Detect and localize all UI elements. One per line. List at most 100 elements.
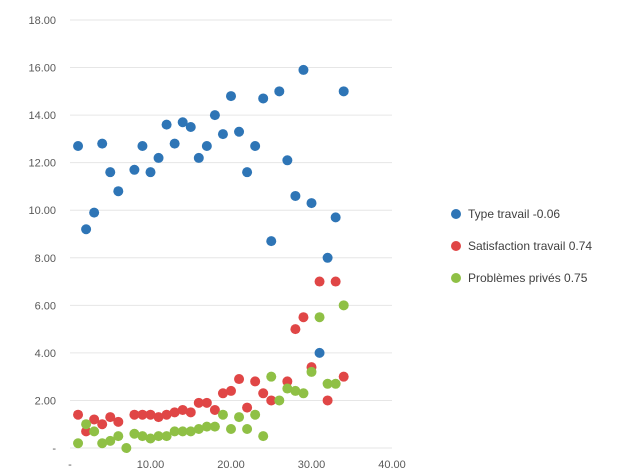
data-point <box>137 141 148 152</box>
y-tick-label: 4.00 <box>35 348 56 360</box>
data-point <box>161 431 172 442</box>
y-tick-label: - <box>52 443 56 455</box>
data-point <box>274 86 285 97</box>
data-point <box>97 438 108 449</box>
legend-marker <box>451 241 461 251</box>
data-point <box>314 312 325 323</box>
legend-label: Satisfaction travail 0.74 <box>468 239 592 253</box>
data-point <box>290 190 301 201</box>
data-point <box>330 276 341 287</box>
data-point <box>145 167 156 178</box>
series-1-points <box>73 276 349 437</box>
data-point <box>201 421 212 432</box>
data-point <box>250 409 261 420</box>
x-tick-label: 10.00 <box>137 459 165 471</box>
data-point <box>201 141 212 152</box>
data-point <box>169 407 180 418</box>
y-tick-label: 2.00 <box>35 395 56 407</box>
data-point <box>306 366 317 377</box>
data-point <box>266 236 277 247</box>
data-point <box>226 385 236 396</box>
data-point <box>89 426 100 437</box>
x-axis-ticks: - 10.00 20.00 30.00 40.00 <box>68 459 406 471</box>
y-tick-label: 14.00 <box>28 110 56 122</box>
data-point <box>161 409 172 420</box>
data-point <box>177 404 188 415</box>
data-point <box>258 431 269 442</box>
data-point <box>217 129 228 140</box>
y-tick-label: 10.00 <box>28 205 56 217</box>
data-point <box>185 426 196 437</box>
data-point <box>137 431 148 442</box>
y-tick-label: 12.00 <box>28 158 56 170</box>
data-point <box>97 138 108 149</box>
data-point <box>169 138 180 149</box>
data-point <box>209 421 220 432</box>
y-tick-label: 6.00 <box>35 300 56 312</box>
data-point <box>81 426 92 437</box>
data-point <box>201 397 212 408</box>
data-point <box>145 409 156 420</box>
data-point <box>266 395 277 406</box>
data-point <box>113 416 124 427</box>
data-point <box>298 312 309 323</box>
data-point <box>338 86 349 97</box>
data-point <box>193 397 204 408</box>
y-tick-label: 8.00 <box>35 253 56 265</box>
data-point <box>217 388 228 399</box>
legend-label: Problèmes privés 0.75 <box>468 271 588 285</box>
data-point <box>217 409 228 420</box>
data-points <box>73 64 349 453</box>
data-point <box>226 423 236 434</box>
data-point <box>177 117 188 128</box>
x-tick-label: - <box>68 459 72 471</box>
data-point <box>121 443 132 453</box>
series-2-points <box>73 300 349 453</box>
data-point <box>105 412 116 423</box>
data-point <box>330 212 341 223</box>
data-point <box>234 126 245 137</box>
data-point <box>73 141 84 152</box>
data-point <box>97 419 108 430</box>
data-point <box>242 167 253 178</box>
x-tick-label: 30.00 <box>298 459 326 471</box>
data-point <box>105 435 116 446</box>
legend-marker <box>451 209 461 219</box>
data-point <box>338 300 349 311</box>
data-point <box>73 409 84 420</box>
data-point <box>330 378 341 389</box>
x-tick-label: 40.00 <box>378 459 406 471</box>
gridlines <box>70 19 392 449</box>
data-point <box>185 407 196 418</box>
data-point <box>282 376 293 387</box>
data-point <box>266 371 277 382</box>
data-point <box>209 404 220 415</box>
data-point <box>177 426 188 437</box>
data-point <box>250 141 261 152</box>
data-point <box>137 409 148 420</box>
data-point <box>89 414 100 425</box>
data-point <box>153 412 164 423</box>
data-point <box>282 383 293 394</box>
data-point <box>314 347 325 358</box>
data-point <box>145 433 156 444</box>
legend-marker <box>451 273 461 283</box>
data-point <box>242 423 253 434</box>
x-tick-label: 20.00 <box>217 459 245 471</box>
data-point <box>129 164 140 175</box>
data-point <box>242 402 253 413</box>
data-point <box>338 371 349 382</box>
data-point <box>81 419 92 430</box>
data-point <box>322 395 333 406</box>
data-point <box>290 385 301 396</box>
data-point <box>185 122 196 132</box>
data-point <box>161 119 172 130</box>
legend: Type travail -0.06 Satisfaction travail 0… <box>451 207 592 285</box>
data-point <box>234 412 245 423</box>
y-tick-label: 16.00 <box>28 63 56 75</box>
data-point <box>250 376 261 387</box>
data-point <box>209 110 220 121</box>
data-point <box>290 324 301 335</box>
data-point <box>226 91 236 102</box>
